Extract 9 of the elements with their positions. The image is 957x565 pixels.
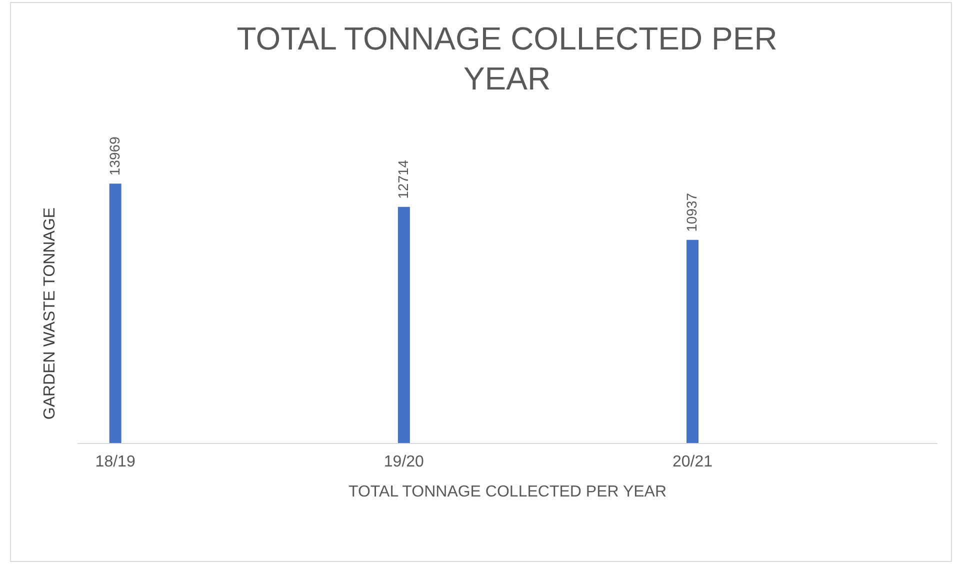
- x-tick-label: 20/21: [672, 454, 713, 470]
- y-axis-title: GARDEN WASTE TONNAGE: [42, 207, 58, 420]
- data-label: 13969: [106, 136, 122, 176]
- data-label: 12714: [394, 160, 411, 199]
- data-label: 10937: [684, 192, 700, 232]
- x-axis-title: TOTAL TONNAGE COLLECTED PER YEAR: [348, 484, 667, 500]
- x-tick-label: 19/20: [384, 454, 424, 470]
- chart-title: TOTAL TONNAGE COLLECTED PER YEAR: [236, 20, 778, 97]
- x-tick-label: 18/19: [95, 454, 136, 470]
